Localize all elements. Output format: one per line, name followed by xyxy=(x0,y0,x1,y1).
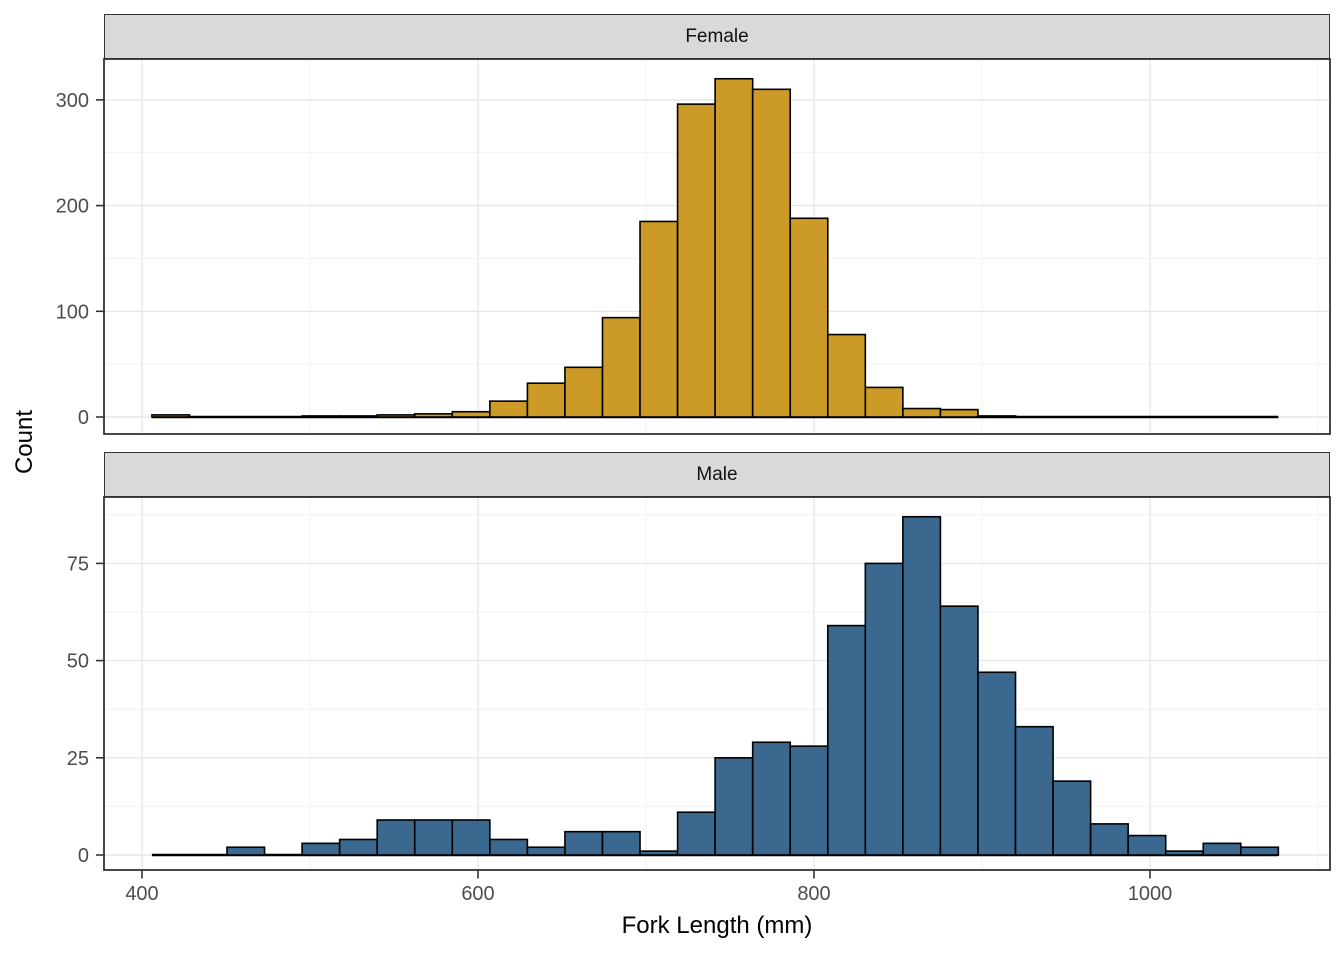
histogram-bar xyxy=(301,415,341,418)
histogram-bar xyxy=(1014,725,1054,856)
histogram-bar xyxy=(1164,850,1205,856)
histogram-bar xyxy=(864,386,904,418)
histogram-bar xyxy=(413,413,454,418)
y-axis-title: Count xyxy=(11,409,38,475)
histogram-bar xyxy=(376,414,416,418)
y-tick-label: 100 xyxy=(56,301,89,323)
histogram-bar xyxy=(601,316,641,418)
histogram-bar xyxy=(977,415,1017,418)
y-tick-label: 50 xyxy=(67,651,89,673)
histogram-bar xyxy=(451,819,491,856)
histogram-bar xyxy=(1052,780,1092,856)
histogram-bar xyxy=(826,333,867,418)
histogram-bar xyxy=(338,838,379,856)
panel-border xyxy=(103,58,1331,435)
histogram-bar xyxy=(977,671,1017,856)
histogram-bar xyxy=(451,410,491,418)
x-tick-label: 800 xyxy=(797,883,830,905)
x-axis: 400 600 800 1000 xyxy=(125,870,1173,905)
histogram-bar xyxy=(714,77,754,418)
facet-label-male: Male xyxy=(696,463,738,485)
histogram-bar xyxy=(151,414,191,418)
histogram-bar xyxy=(676,103,716,418)
histogram-bar xyxy=(714,756,754,856)
facet-strip-female: Female xyxy=(104,14,1330,59)
histogram-bar xyxy=(751,741,792,856)
x-tick-label: 1000 xyxy=(1128,883,1173,905)
histogram-bar xyxy=(1240,846,1280,856)
facet-panel-female: 0 100 200 300 xyxy=(56,58,1331,435)
y-tick-label: 75 xyxy=(67,553,89,575)
histogram-bar xyxy=(526,846,566,856)
histogram-bar xyxy=(601,830,641,856)
y-tick-label: 0 xyxy=(78,845,89,867)
histogram-bar xyxy=(338,415,379,418)
y-tick-label: 0 xyxy=(78,407,89,429)
histogram-bar xyxy=(564,830,604,856)
histogram-bar xyxy=(902,407,942,418)
x-tick-label: 600 xyxy=(461,883,494,905)
histogram-bar xyxy=(301,842,341,856)
histogram-bar xyxy=(676,811,716,856)
histogram-bar xyxy=(789,745,829,856)
histogram-bar xyxy=(413,819,454,856)
histogram-bar xyxy=(789,217,829,418)
histogram-bar xyxy=(939,605,979,856)
histogram-bar xyxy=(489,400,529,418)
facet-strip-male: Male xyxy=(104,452,1330,497)
x-axis-title: Fork Length (mm) xyxy=(621,912,813,939)
histogram-bar xyxy=(1089,823,1129,856)
facet-label-female: Female xyxy=(685,25,749,47)
histogram-bar xyxy=(526,382,566,418)
histogram-bar xyxy=(1127,834,1167,856)
histogram-bar xyxy=(1202,842,1242,856)
histogram-bar xyxy=(751,88,792,418)
x-tick-label: 400 xyxy=(125,883,158,905)
facet-panel-male: 0 25 50 75 xyxy=(67,496,1331,871)
histogram-bar xyxy=(639,850,679,856)
y-tick-label: 300 xyxy=(56,90,89,112)
histogram-bar xyxy=(864,562,904,856)
panel-border xyxy=(103,496,1331,871)
histogram-bar xyxy=(226,846,266,856)
histogram-bar xyxy=(564,366,604,418)
histogram-bar xyxy=(376,819,416,856)
histogram-bar xyxy=(902,515,942,856)
histogram-bar xyxy=(489,838,529,856)
histogram-bar xyxy=(826,624,867,856)
y-tick-label: 25 xyxy=(67,748,89,770)
histogram-bar xyxy=(939,408,979,418)
y-tick-label: 200 xyxy=(56,196,89,218)
histogram-bar xyxy=(639,220,679,418)
